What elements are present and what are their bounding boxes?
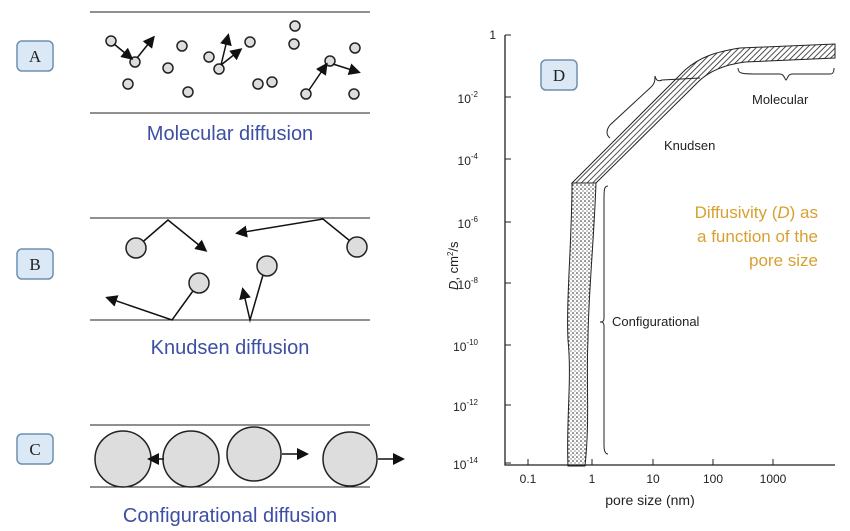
y-tick-label: 10-10 [453, 338, 478, 354]
panel-a [90, 12, 370, 113]
tick-exponent: -8 [471, 276, 479, 285]
region-label: Configurational [612, 314, 700, 329]
panel-label: B [29, 255, 40, 274]
tick-exponent: -4 [471, 152, 479, 161]
tick-base: 10 [453, 400, 467, 414]
x-tick-label: 1000 [760, 472, 787, 486]
tick-base: 10 [458, 92, 472, 106]
region-label: Molecular [752, 92, 809, 107]
x-axis-label: pore size (nm) [605, 492, 694, 508]
panel-label: A [29, 47, 42, 66]
x-tick-label: 100 [703, 472, 723, 486]
tick-exponent: -2 [471, 90, 479, 99]
panel-caption: Knudsen diffusion [151, 337, 310, 359]
panel-b [90, 218, 370, 320]
annotation-part: a function of the [697, 227, 818, 246]
region-label: Knudsen [664, 138, 715, 153]
diagram: A Molecular diffusion B Knudsen diffusion C C… [0, 0, 850, 531]
y-tick-label: 10-4 [458, 152, 479, 168]
tick-exponent: -6 [471, 215, 479, 224]
x-tick-label: 0.1 [520, 472, 537, 486]
y-tick-label: 10-6 [458, 215, 479, 231]
y-tick-label: 1 [489, 28, 496, 42]
annotation-part: pore size [749, 251, 818, 270]
y-tick-label: 10-14 [453, 456, 478, 472]
annotation-part: ) as [790, 203, 818, 222]
panel-c [90, 425, 402, 487]
annotation-part: D [777, 203, 789, 222]
configurational-band [568, 183, 596, 466]
annotation-line: a function of the [697, 227, 818, 246]
x-tick-label: 10 [646, 472, 660, 486]
figure: A Molecular diffusion B Knudsen diffusion C C… [0, 0, 850, 531]
annotation-line: pore size [749, 251, 818, 270]
unit-rest: /s [446, 241, 461, 252]
x-tick-label: 1 [589, 472, 596, 486]
panel-label: C [29, 440, 40, 459]
unit: , cm [446, 256, 461, 281]
panel-caption: Molecular diffusion [147, 123, 313, 145]
annotation-line: Diffusivity (D) as [695, 203, 818, 222]
annotation-part: Diffusivity ( [695, 203, 778, 222]
tick-base: 10 [458, 217, 472, 231]
tick-exponent: -10 [466, 338, 478, 347]
tick-base: 10 [458, 154, 472, 168]
tick-exponent: -12 [466, 398, 478, 407]
knudsen-band [572, 44, 835, 183]
panel-caption: Configurational diffusion [123, 505, 337, 527]
tick-base: 10 [453, 340, 467, 354]
symbol: D [446, 281, 461, 290]
tick-base: 10 [453, 458, 467, 472]
y-tick-label: 10-12 [453, 398, 478, 414]
panel-label: D [553, 66, 565, 85]
tick-exponent: -14 [466, 456, 478, 465]
y-axis-label: D, cm2/s [446, 241, 461, 290]
y-tick-label: 10-2 [458, 90, 479, 106]
